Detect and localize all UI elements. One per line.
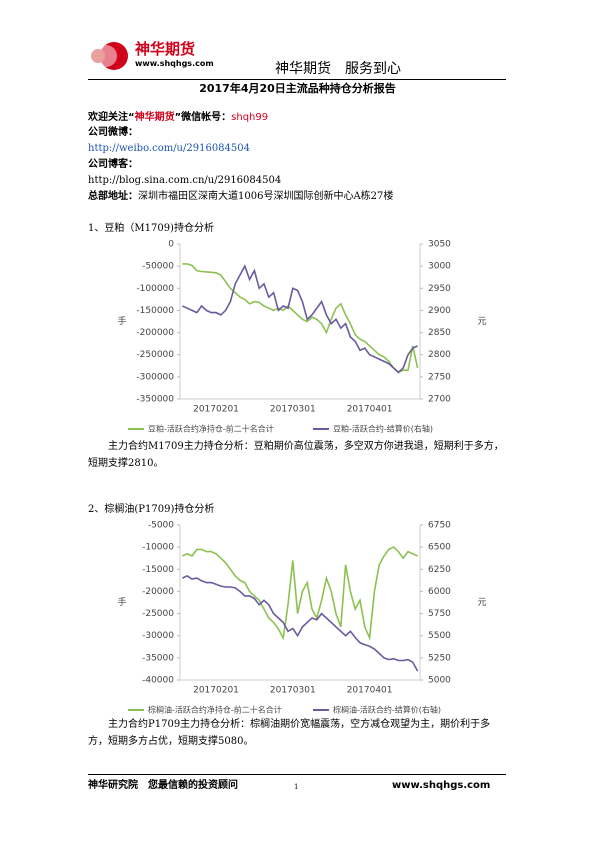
text: 欢迎关注“: [88, 112, 135, 123]
text: ”微信帐号：: [174, 112, 232, 123]
weibo-label: 公司微博：: [88, 127, 138, 138]
x-tick-label: 20170401: [347, 405, 393, 415]
y-tick-label: -30000: [142, 631, 174, 641]
line-series: [182, 546, 418, 642]
x-tick-label: 20170201: [193, 405, 239, 415]
section-heading: 2、棕榈油(P1709)持仓分析: [88, 504, 215, 515]
y2-tick-label: 5000: [428, 676, 451, 686]
blog-link: http://blog.sina.com.cn/u/2916084504: [88, 175, 282, 186]
logo-url: www.shqhgs.com: [135, 59, 214, 68]
legend-label: 豆粕-活跃合约-结算价(右轴): [333, 424, 433, 434]
y-tick-label: -250000: [136, 350, 174, 360]
line-series: [182, 263, 419, 374]
address: 深圳市福田区深南大道1006号深圳国际创新中心A栋27楼: [138, 191, 394, 202]
y-tick-label: -50000: [142, 262, 174, 272]
footer-left: 神华研究院 您最信赖的投资顾问: [88, 780, 238, 791]
y-tick-label: -300000: [136, 372, 174, 382]
y2-tick-label: 2950: [428, 284, 451, 294]
y-axis-label: 手: [117, 596, 126, 608]
legend-label: 豆粕-活跃合约净持仓-前二十名合计: [148, 424, 274, 434]
y-tick-label: -10000: [142, 543, 174, 553]
page-number: 1: [294, 783, 299, 791]
y2-tick-label: 2700: [428, 395, 451, 405]
y2-tick-label: 3000: [428, 262, 451, 272]
logo-name: 神华期货: [135, 40, 196, 58]
brand: 神华期货: [134, 112, 175, 123]
y2-axis-label: 元: [477, 598, 486, 608]
y2-tick-label: 5750: [428, 609, 451, 619]
line-series: [182, 574, 419, 672]
x-tick-label: 20170301: [270, 686, 316, 696]
y-tick-label: -40000: [142, 676, 174, 686]
header-rule: [88, 79, 506, 80]
y-tick-label: -150000: [136, 306, 174, 316]
y-tick-label: 0: [168, 240, 174, 250]
y2-tick-label: 2750: [428, 372, 451, 382]
chart: -5000 -10000 -15000 -20000 -25000 -30000 -3500…: [117, 521, 486, 715]
y2-tick-label: 2850: [428, 328, 451, 338]
y2-tick-label: 5250: [428, 653, 451, 663]
y2-tick-label: 6750: [428, 521, 451, 531]
legend-label: 棕榈油-活跃合约-结算价(右轴): [333, 705, 441, 715]
line-series: [182, 264, 418, 374]
footer-rule: [88, 774, 506, 775]
y2-tick-label: 3050: [428, 240, 451, 250]
y-tick-label: -350000: [136, 395, 174, 405]
y2-tick-label: 6250: [428, 565, 451, 575]
y-axis-label: 手: [117, 315, 126, 327]
x-tick-label: 20170401: [347, 686, 393, 696]
footer-right: www.shqhgs.com: [392, 780, 491, 791]
y-tick-label: -200000: [136, 328, 174, 338]
report-title: 2017年4月20日主流品种持仓分析报告: [199, 82, 396, 95]
address-label: 总部地址：: [88, 191, 138, 202]
logo-mark: [91, 42, 128, 70]
wechat: shqh99: [231, 112, 269, 123]
y2-tick-label: 6000: [428, 587, 451, 597]
address-line: 总部地址：深圳市福田区深南大道1006号深圳国际创新中心A栋27楼: [88, 190, 393, 204]
blog-label: 公司博客：: [88, 159, 138, 170]
y2-axis-label: 元: [477, 317, 486, 327]
x-tick-label: 20170301: [270, 405, 316, 415]
chart: 0 -50000 -100000 -150000 -200000 -250000 -3000…: [117, 240, 486, 434]
y2-tick-label: 2900: [428, 306, 451, 316]
slogan: 神华期货 服务到心: [275, 61, 401, 77]
y2-tick-label: 6500: [428, 543, 451, 553]
paragraph: 主力合约M1709主力持仓分析：豆粕期价高位震荡，多空双方你进我退，短期利于多方…: [88, 441, 504, 469]
section-heading: 1、豆粕（M1709)持仓分析: [88, 223, 214, 234]
y2-tick-label: 2800: [428, 350, 451, 360]
follow-line: 欢迎关注“神华期货”微信帐号：shqh99: [88, 111, 268, 125]
y-tick-label: -25000: [142, 609, 174, 619]
y-tick-label: -35000: [142, 653, 174, 663]
y-tick-label: -20000: [142, 587, 174, 597]
paragraph: 主力合约P1709主力持仓分析：棕榈油期价宽幅震荡，空方减仓观望为主，期价利于多…: [88, 719, 491, 747]
y-tick-label: -100000: [136, 284, 174, 294]
y2-tick-label: 5500: [428, 631, 451, 641]
x-tick-label: 20170201: [193, 686, 239, 696]
y-tick-label: -15000: [142, 565, 174, 575]
legend-label: 棕榈油-活跃合约净持仓-前二十名合计: [148, 705, 282, 715]
weibo-link[interactable]: http://weibo.com/u/2916084504: [88, 143, 250, 154]
y-tick-label: -5000: [148, 521, 174, 531]
